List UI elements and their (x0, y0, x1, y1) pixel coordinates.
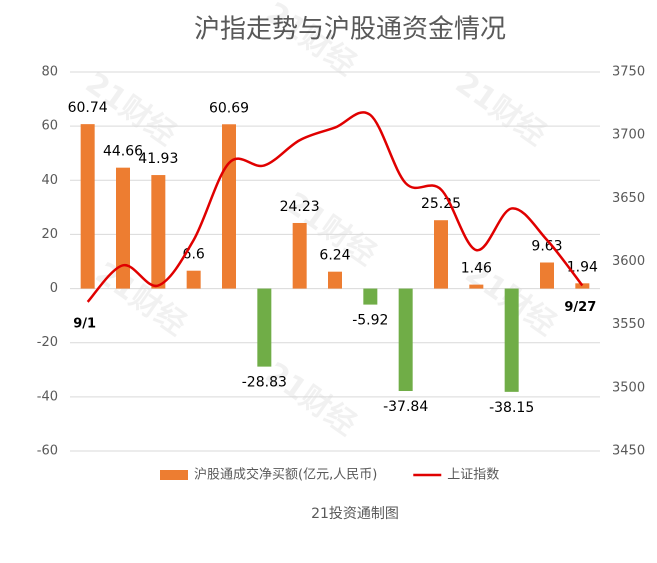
y2-tick-label: 3750 (612, 65, 645, 80)
data-label: 41.93 (138, 151, 178, 167)
watermark: 21财经 (259, 356, 362, 443)
bar (80, 124, 95, 289)
bar (398, 288, 413, 392)
y-tick-label: -40 (37, 389, 58, 404)
data-label: 1.46 (461, 261, 492, 277)
bar (434, 220, 448, 289)
watermark: 21财经 (449, 66, 552, 153)
footer: 21投资通制图 (311, 506, 399, 522)
data-label: 60.69 (209, 100, 249, 116)
y2-tick-label: 3500 (612, 380, 645, 395)
data-label: -38.15 (489, 400, 534, 416)
bar (469, 284, 484, 289)
y-tick-label: 20 (41, 227, 58, 242)
x-tick-label: 9/1 (73, 316, 96, 331)
line (86, 111, 584, 303)
x-tick-label: 9/27 (564, 300, 596, 315)
bar (575, 283, 590, 289)
y2-tick-label: 3700 (612, 128, 645, 143)
data-label: -5.92 (352, 313, 388, 329)
bar (257, 288, 272, 367)
bar (186, 270, 201, 289)
y2-tick-label: 3450 (612, 444, 645, 459)
y2-tick-label: 3650 (612, 191, 645, 206)
data-label: -28.83 (242, 375, 287, 391)
bar (328, 271, 342, 289)
data-label: 1.94 (567, 259, 598, 275)
y-tick-label: -60 (37, 444, 58, 459)
legend-label: 上证指数 (447, 468, 499, 483)
y2-tick-label: 3550 (612, 317, 645, 332)
bar (540, 262, 554, 289)
data-label: 25.25 (421, 196, 461, 212)
y-tick-label: 60 (41, 119, 58, 134)
y-tick-label: -20 (37, 335, 58, 350)
bar (363, 288, 378, 305)
bar (292, 222, 307, 289)
y-tick-label: 40 (41, 173, 58, 188)
y2-tick-label: 3600 (612, 254, 645, 269)
bar (222, 124, 236, 289)
data-label: -37.84 (383, 399, 428, 415)
legend-label: 沪股通成交净买额(亿元,人民币) (194, 467, 377, 483)
data-label: 6.24 (319, 248, 350, 264)
bar (116, 167, 130, 289)
bar (151, 175, 166, 289)
data-label: 24.23 (280, 199, 320, 215)
bar (504, 288, 519, 392)
y-tick-label: 0 (50, 281, 58, 296)
y-tick-label: 80 (41, 65, 58, 80)
data-label: 44.66 (103, 144, 143, 160)
legend-swatch (160, 470, 188, 480)
chart-title: 沪指走势与沪股通资金情况 (194, 15, 506, 45)
data-label: 60.74 (68, 100, 108, 116)
